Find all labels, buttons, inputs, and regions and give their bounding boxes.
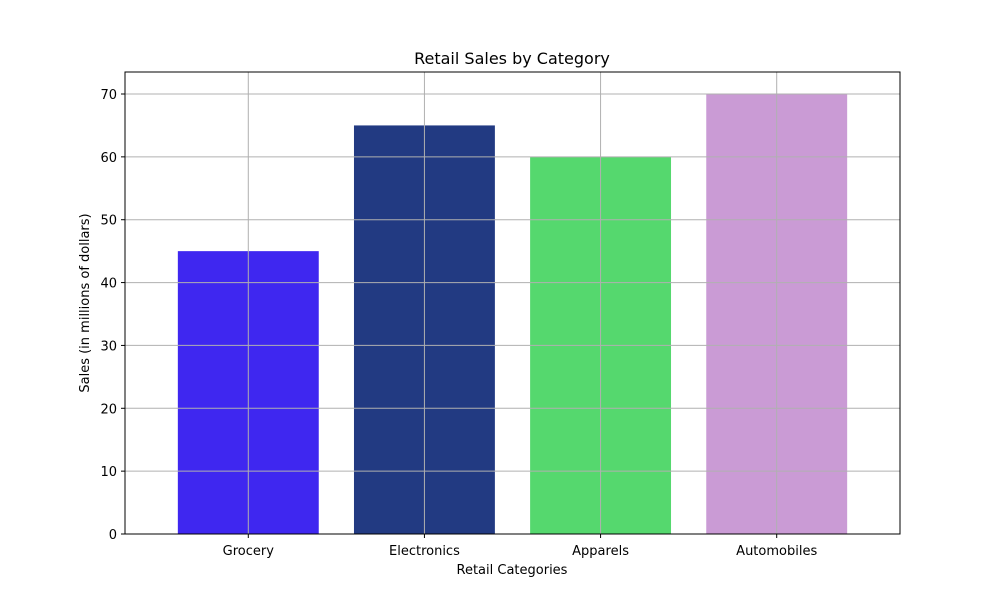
x-tick-label-electronics: Electronics: [389, 544, 460, 559]
y-tick-label: 40: [100, 277, 117, 292]
x-tick-label-automobiles: Automobiles: [736, 544, 817, 559]
x-tick-label-grocery: Grocery: [223, 544, 275, 559]
x-tick-label-apparels: Apparels: [572, 544, 629, 559]
y-axis-label: Sales (in millions of dollars): [78, 213, 93, 392]
y-tick-label: 0: [109, 528, 117, 543]
y-tick-label: 30: [100, 339, 117, 354]
plot-area: 0 10 20 30 40 50 60 70 Grocery Electronics Apparel…: [100, 71, 901, 559]
y-tick-label: 10: [100, 465, 117, 480]
y-tick-label: 20: [100, 402, 117, 417]
y-tick-label: 60: [100, 151, 117, 166]
y-tick-label: 70: [100, 88, 117, 103]
y-tick-label: 50: [100, 214, 117, 229]
axes-frame: [124, 71, 901, 535]
chart-title: Retail Sales by Category: [414, 49, 610, 68]
x-axis-label: Retail Categories: [457, 563, 568, 578]
